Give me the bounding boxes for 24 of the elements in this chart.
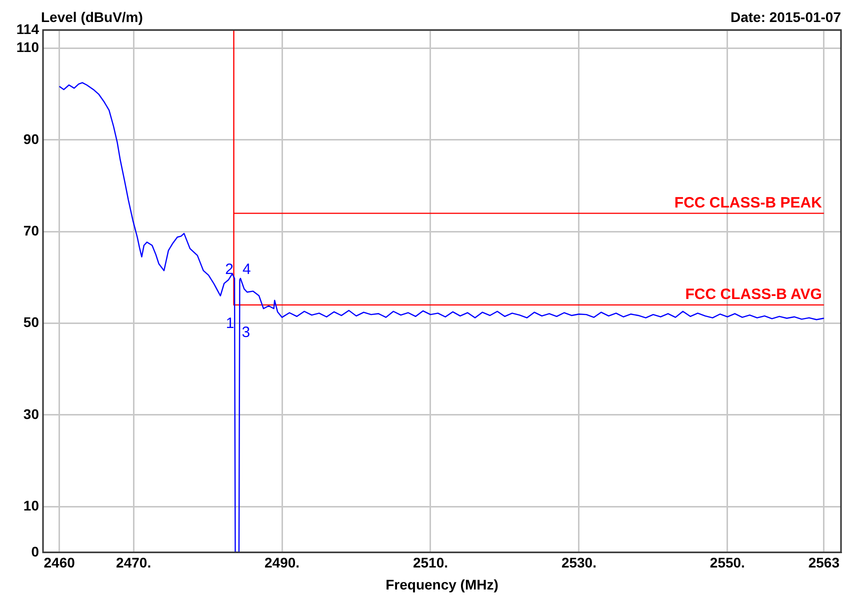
y-tick-label: 90 — [23, 130, 40, 147]
y-tick-label: 30 — [23, 406, 40, 422]
annotation: 2 — [225, 261, 234, 278]
series-label: FCC CLASS-B AVG — [685, 286, 822, 303]
annotation: 1 — [226, 315, 234, 332]
y-tick-label: 114 — [16, 20, 40, 37]
x-tick-label: 2563 — [808, 554, 840, 571]
annotation: 3 — [242, 324, 250, 342]
x-tick-label: 2530. — [561, 554, 596, 571]
x-tick-label: 2470. — [116, 554, 152, 571]
y-tick-label: 10 — [23, 497, 40, 514]
x-axis-title: Frequency (MHz) — [386, 576, 498, 592]
x-tick-label: 2490. — [264, 554, 300, 571]
x-tick-label: 2550. — [710, 554, 745, 571]
y-tick-label: 50 — [23, 314, 40, 330]
text: Date: 2015-01-07 — [730, 9, 842, 25]
x-tick-label: 2510. — [412, 554, 448, 571]
y-axis-title: Level (dBuV/m) — [41, 9, 143, 25]
y-tick-label: 110 — [16, 39, 40, 56]
x-tick-label: 2460 — [44, 554, 76, 571]
series-label: FCC CLASS-B PEAK — [674, 194, 822, 212]
y-tick-label: 70 — [23, 222, 40, 238]
annotation: 4 — [242, 261, 251, 278]
y-tick-label: 0 — [31, 543, 40, 560]
